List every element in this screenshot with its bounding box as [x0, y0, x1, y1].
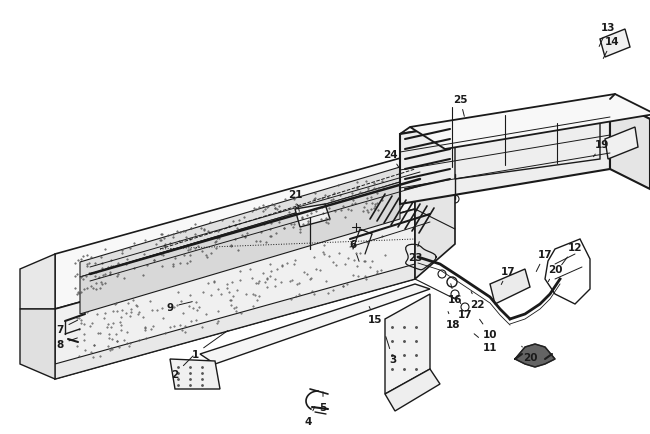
Text: 6: 6: [350, 240, 359, 262]
Text: 17: 17: [458, 300, 473, 319]
Text: 14: 14: [603, 37, 619, 59]
Polygon shape: [20, 254, 55, 309]
Polygon shape: [55, 155, 415, 309]
Polygon shape: [610, 100, 650, 190]
Polygon shape: [80, 168, 400, 277]
Text: 8: 8: [57, 338, 77, 349]
Polygon shape: [55, 210, 415, 379]
Polygon shape: [200, 284, 430, 364]
Text: 18: 18: [446, 312, 460, 329]
Text: 15: 15: [368, 307, 382, 324]
Text: 5: 5: [319, 392, 326, 412]
Polygon shape: [170, 359, 220, 389]
Text: 4: 4: [304, 407, 315, 426]
Polygon shape: [600, 30, 630, 58]
Polygon shape: [515, 344, 555, 367]
Text: 12: 12: [562, 243, 582, 265]
Polygon shape: [295, 204, 330, 227]
Text: 11: 11: [474, 334, 497, 352]
Text: 1: 1: [191, 331, 228, 359]
Polygon shape: [415, 155, 455, 279]
Polygon shape: [80, 183, 400, 314]
Polygon shape: [55, 264, 415, 379]
Text: 20: 20: [548, 264, 562, 282]
Text: 25: 25: [453, 95, 467, 117]
Text: 17: 17: [536, 250, 552, 272]
Text: 21: 21: [288, 190, 302, 212]
Polygon shape: [490, 270, 530, 304]
Polygon shape: [20, 309, 55, 379]
Polygon shape: [605, 128, 638, 160]
Polygon shape: [385, 294, 430, 394]
Text: 16: 16: [448, 284, 462, 304]
Text: 7: 7: [57, 320, 77, 334]
Text: 20: 20: [522, 346, 538, 362]
Text: 9: 9: [166, 302, 192, 312]
Text: 19: 19: [593, 140, 609, 158]
Text: 10: 10: [480, 319, 497, 339]
Polygon shape: [385, 369, 440, 411]
Text: 17: 17: [500, 266, 515, 285]
Text: 24: 24: [383, 150, 398, 167]
Polygon shape: [400, 100, 650, 155]
Polygon shape: [410, 95, 650, 150]
Text: 13: 13: [599, 23, 616, 47]
Text: 23: 23: [408, 242, 422, 263]
Text: 3: 3: [386, 337, 396, 364]
Text: 22: 22: [470, 292, 484, 309]
Text: 2: 2: [172, 356, 193, 379]
Polygon shape: [400, 100, 610, 204]
